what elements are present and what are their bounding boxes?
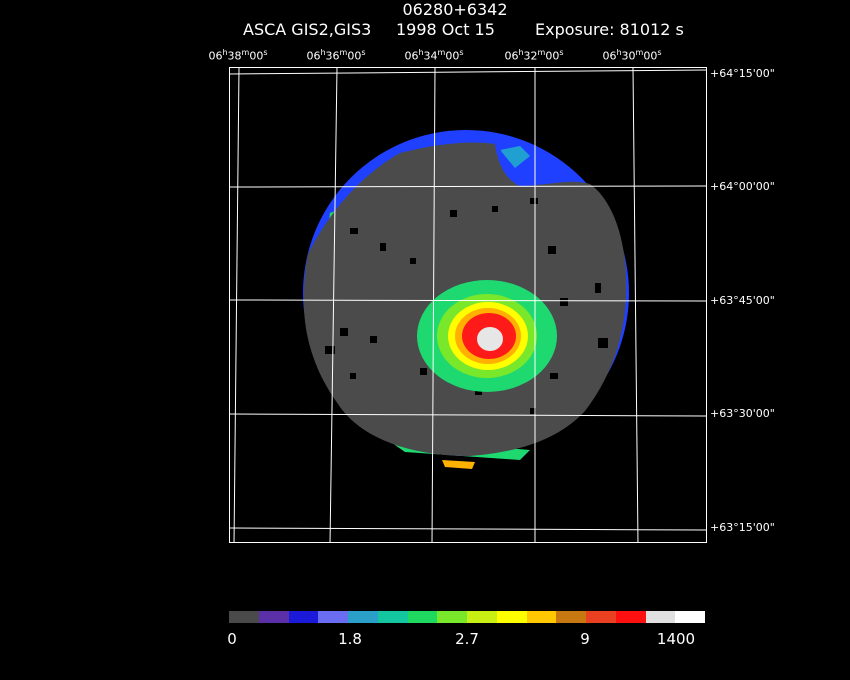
colorbar-swatch <box>407 611 438 623</box>
source-white <box>477 327 503 351</box>
coordinate-grid <box>230 68 706 542</box>
exposure-label: Exposure: 81012 s <box>535 20 684 39</box>
colorbar-tick-label: 2.7 <box>455 630 479 648</box>
colorbar-swatch <box>645 611 676 623</box>
colorbar-swatch <box>288 611 319 623</box>
sky-image <box>230 68 706 542</box>
dark-holes <box>325 198 608 414</box>
ra-tick-label: 06h38m00s <box>208 48 268 63</box>
colorbar-swatch <box>258 611 289 623</box>
colorbar-swatch <box>437 611 467 623</box>
rim-orange-bottom <box>442 460 475 469</box>
colorbar-swatch <box>496 611 527 623</box>
colorbar <box>229 611 705 623</box>
colorbar-swatch <box>467 611 497 623</box>
instrument-label: ASCA GIS2,GIS3 <box>243 20 372 39</box>
dec-tick-label: +63°45'00" <box>710 294 775 307</box>
ra-tick-label: 06h36m00s <box>306 48 366 63</box>
colorbar-swatch <box>615 611 646 623</box>
rim-cyan-top <box>500 146 530 168</box>
colorbar-tick-label: 1400 <box>656 630 696 648</box>
detector-notch <box>495 144 522 186</box>
ra-tick-label: 06h32m00s <box>504 48 564 63</box>
dec-tick-label: +64°00'00" <box>710 180 775 193</box>
sky-image-frame <box>229 67 707 543</box>
colorbar-swatch <box>229 611 259 623</box>
ra-tick-label: 06h30m00s <box>602 48 662 63</box>
date-label: 1998 Oct 15 <box>396 20 495 39</box>
colorbar-swatch <box>526 611 557 623</box>
dec-tick-label: +64°15'00" <box>710 67 775 80</box>
colorbar-tick-label: 0 <box>227 630 237 648</box>
colorbar-swatch <box>556 611 586 623</box>
dec-tick-label: +63°30'00" <box>710 407 775 420</box>
object-title: 06280+6342 <box>402 0 508 19</box>
colorbar-swatch <box>318 611 348 623</box>
colorbar-swatch <box>348 611 378 623</box>
colorbar-tick-label: 9 <box>580 630 590 648</box>
colorbar-swatch <box>675 611 705 623</box>
colorbar-swatch <box>377 611 408 623</box>
ra-tick-label: 06h34m00s <box>404 48 464 63</box>
dec-tick-label: +63°15'00" <box>710 521 775 534</box>
colorbar-tick-label: 1.8 <box>338 630 362 648</box>
colorbar-swatch <box>586 611 616 623</box>
